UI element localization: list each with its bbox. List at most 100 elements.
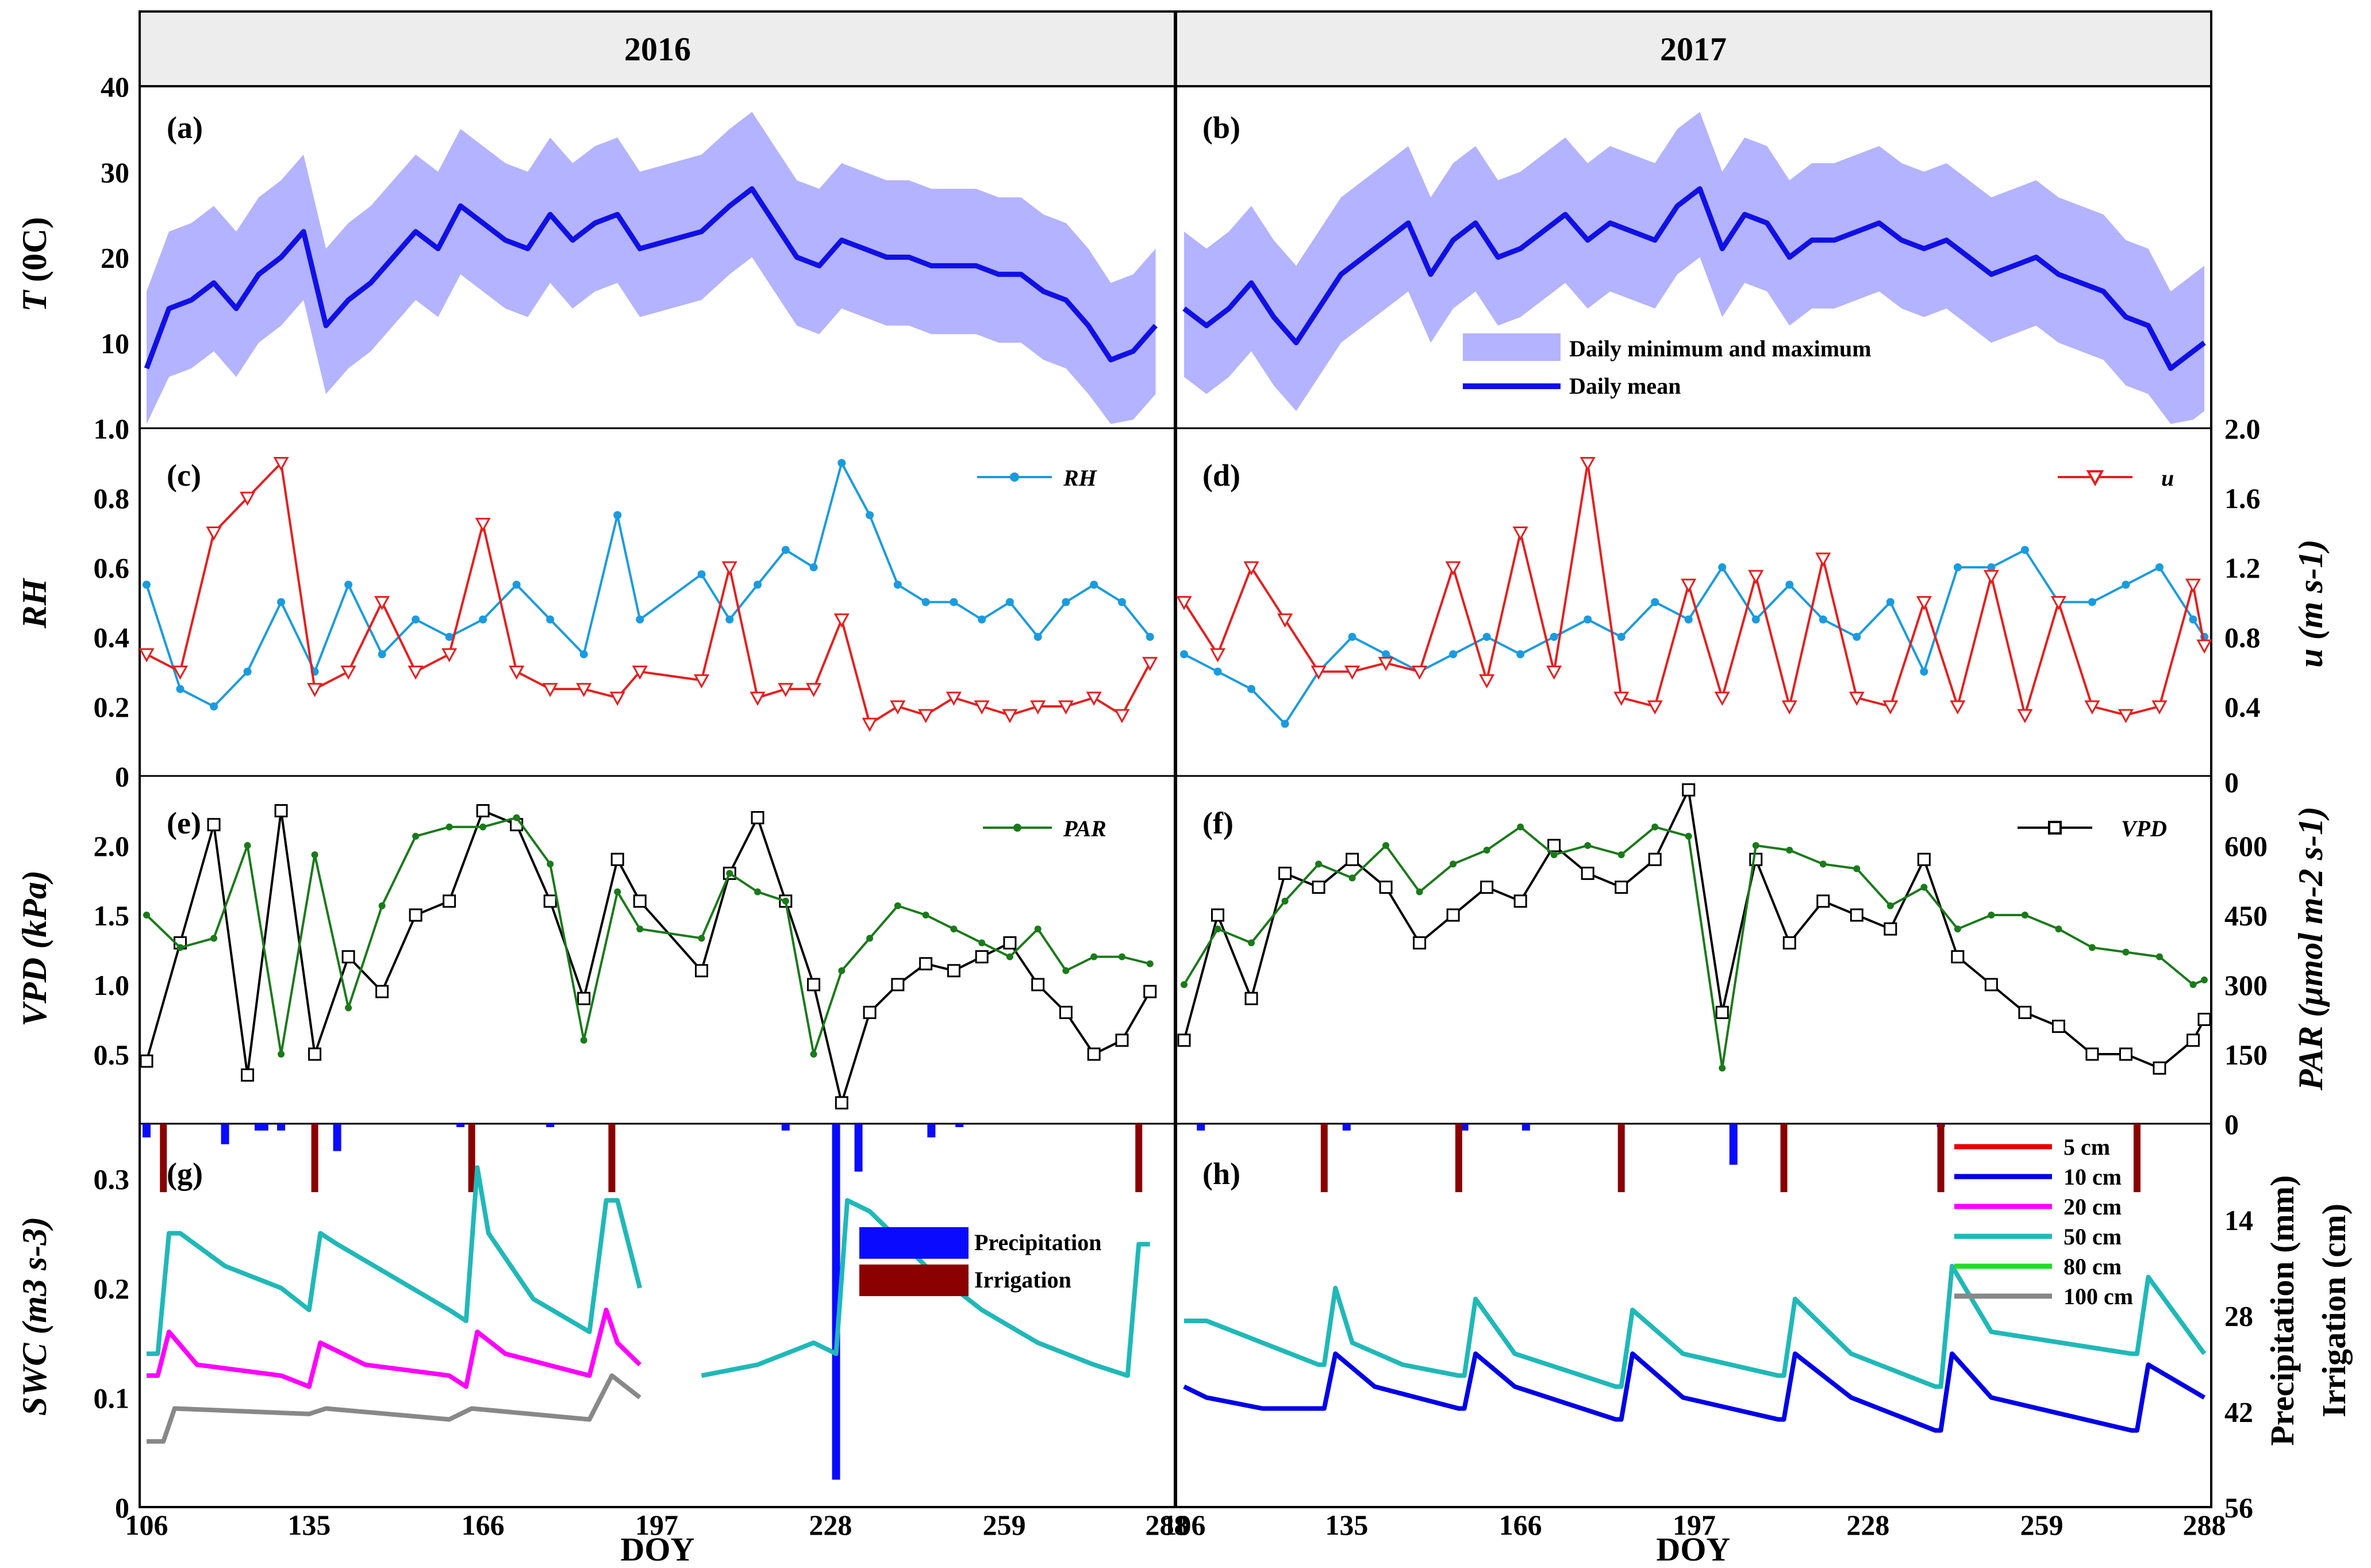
irrig-bar (1135, 1124, 1143, 1193)
vpd-point (1951, 950, 1965, 964)
irrig-bar (2133, 1124, 2141, 1193)
par-point (1006, 953, 1013, 960)
u-point (1086, 691, 1102, 706)
swc-line-50cm-2016 (147, 1165, 643, 1356)
legend-temp-mean: Daily mean (1569, 373, 1681, 399)
rh-point (1751, 615, 1760, 624)
par-point (1685, 832, 1692, 840)
legend-swatch-band (1463, 333, 1561, 361)
rh-point (176, 685, 185, 693)
rh-point (378, 650, 386, 659)
t-ylabel: T (0C) (16, 217, 53, 312)
ytick-label: 0.2 (94, 691, 130, 723)
par-point (2055, 925, 2062, 933)
rh-point (344, 581, 353, 589)
par-point (922, 912, 929, 918)
vpd-point (1816, 894, 1830, 908)
vpd-point (1211, 908, 1225, 922)
irrig-ylabel: Irrigation (cm) (2315, 1204, 2353, 1417)
vpd-point (633, 894, 647, 908)
irrig-bar (311, 1124, 318, 1193)
par-point (1315, 860, 1323, 868)
xtick-label: 106 (1163, 1509, 1206, 1541)
rh-point (1617, 633, 1626, 641)
par-point (1719, 1064, 1726, 1072)
ytick-label: 0.6 (94, 552, 130, 584)
ytick-label: 1.0 (94, 969, 130, 1001)
par-point (782, 897, 789, 905)
vpd-point (375, 985, 389, 998)
rh-line-2017 (1183, 548, 2205, 726)
par-point (1416, 888, 1423, 896)
ytick-label: 20 (101, 242, 129, 274)
precip-bar (221, 1124, 229, 1144)
vpd-point (1749, 852, 1763, 866)
par-point (1786, 847, 1793, 854)
precip-bar (1460, 1124, 1469, 1131)
u-point (2196, 639, 2212, 654)
rh-point (697, 570, 706, 579)
ytick-label: 56 (2224, 1492, 2253, 1524)
panel-label-d: (d) (1202, 458, 1240, 493)
rh-point (1853, 633, 1861, 641)
ytick-label: 1.5 (94, 900, 130, 932)
par-point (726, 870, 733, 877)
ytick-label: 0 (2224, 1108, 2239, 1140)
u-point (576, 683, 592, 697)
precip-bar (143, 1124, 151, 1137)
par-point (1281, 897, 1289, 905)
legend-marker-rh (1010, 472, 1019, 482)
vpd-point (695, 964, 709, 978)
vpd-point (1917, 852, 1931, 866)
par-point (278, 1051, 285, 1058)
u-point (609, 691, 625, 706)
precip-bar (927, 1124, 936, 1137)
legend-swatch-precip (859, 1227, 969, 1259)
legend-depth-label: 10 cm (2063, 1164, 2122, 1190)
ytick-label: 150 (2224, 1039, 2268, 1071)
header-left (139, 10, 1177, 87)
legend-depth-label: 5 cm (2063, 1134, 2110, 1160)
rh-point (512, 581, 521, 589)
rh-point (210, 702, 218, 710)
vpd-point (2051, 1020, 2065, 1033)
ytick-label: 1.2 (2224, 552, 2261, 584)
legend-marker-u (2086, 470, 2104, 487)
irrig-bar (1937, 1124, 1945, 1193)
par-point (580, 1036, 587, 1044)
rh-line-2016 (145, 460, 1151, 708)
legend-marker-vpd (2048, 821, 2062, 835)
legend-depth-label: 100 cm (2063, 1283, 2133, 1309)
u-point (1983, 570, 1999, 585)
u-point (1512, 526, 1528, 541)
precip-bar (1729, 1124, 1738, 1165)
temp-mean-line-2017 (1182, 186, 2206, 371)
rh-point (1684, 615, 1693, 624)
rh-ylabel: RH (16, 577, 53, 629)
xlabel-right: DOY (1657, 1531, 1731, 1568)
u-point (1412, 666, 1428, 680)
ytick-label: 0 (115, 1492, 129, 1524)
temp-band-2016 (147, 112, 1156, 424)
u-point (862, 717, 878, 732)
vpd-point (891, 978, 905, 991)
rh-point (837, 459, 846, 467)
par-point (2122, 948, 2130, 956)
xtick-label: 288 (2183, 1509, 2226, 1541)
irrig-bar (1455, 1124, 1462, 1193)
irrig-bar (1320, 1124, 1328, 1193)
ytick-label: 450 (2224, 900, 2268, 932)
legend-par: PAR (1063, 816, 1106, 841)
vpd-point (1547, 839, 1561, 852)
swc-line-100cm-2016 (147, 1373, 641, 1444)
legend-u: u (2161, 465, 2174, 491)
u-point (1209, 648, 1226, 663)
vpd-point (947, 964, 960, 978)
vpd-point (543, 894, 557, 908)
precip-bar (1197, 1124, 1205, 1131)
u-point (1580, 457, 1596, 471)
precip-bar (955, 1124, 964, 1127)
rh-point (1516, 650, 1525, 659)
u-point (1176, 596, 1192, 610)
